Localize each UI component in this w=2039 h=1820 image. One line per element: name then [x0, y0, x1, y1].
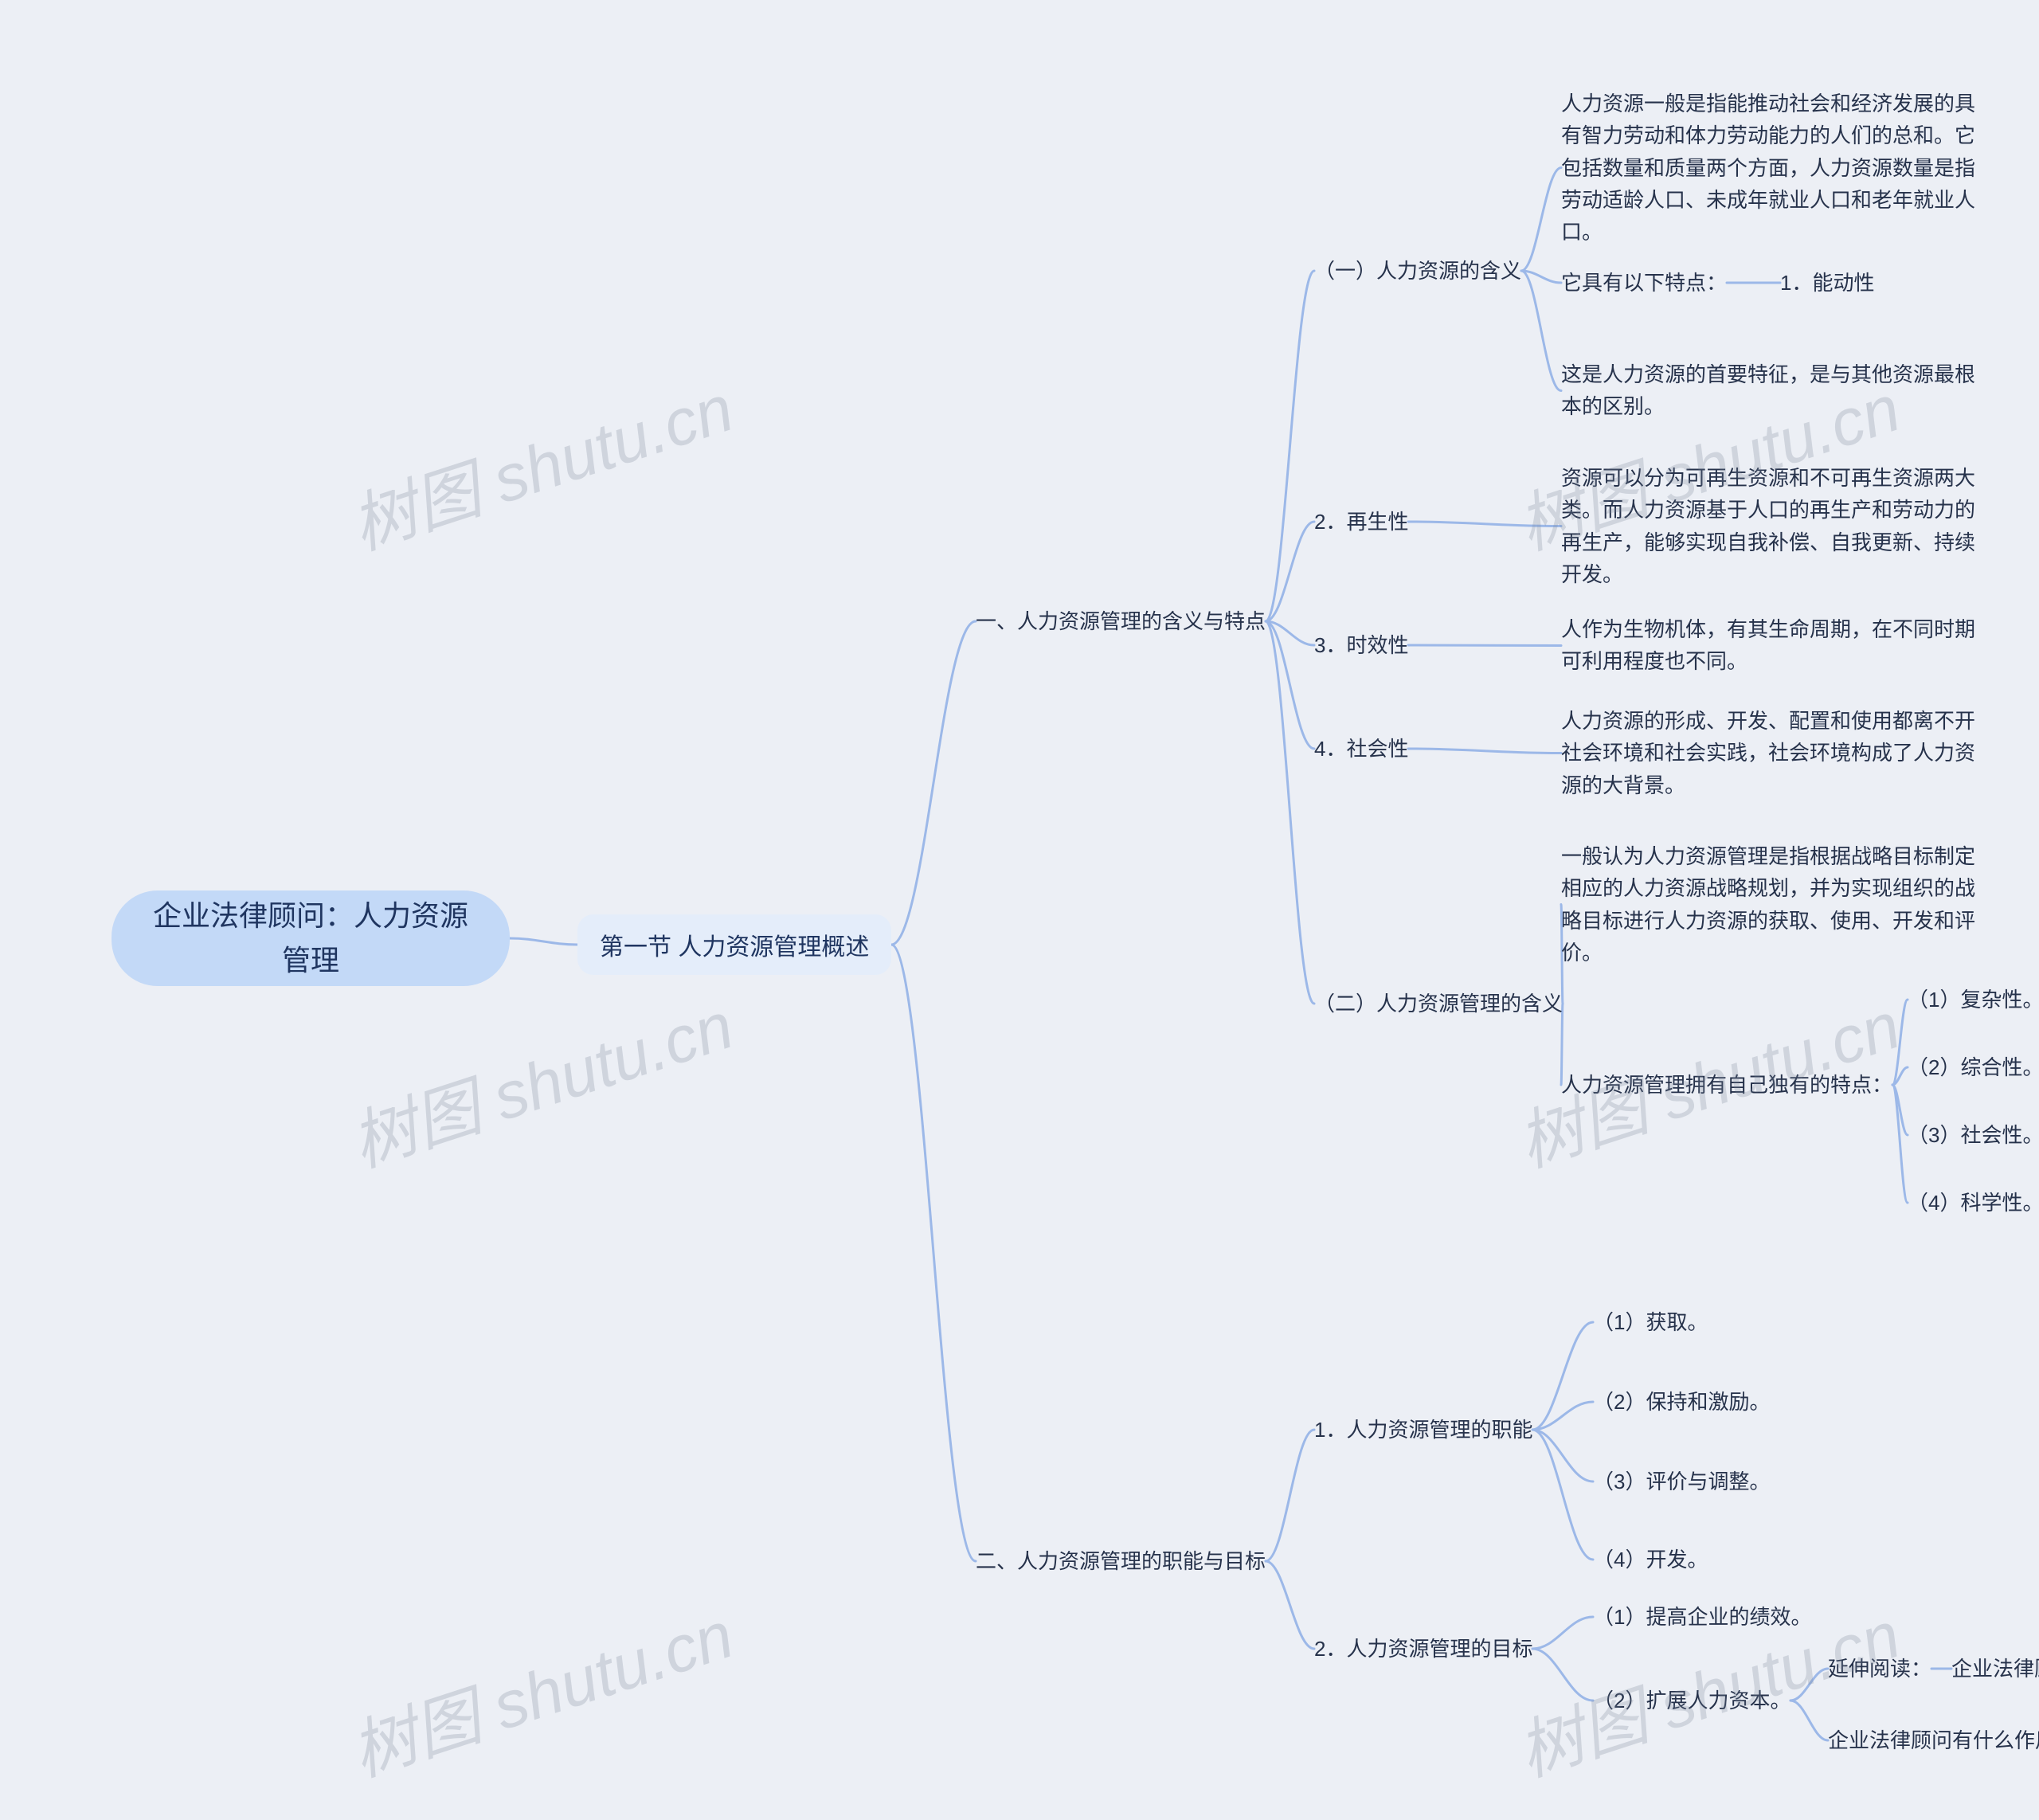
watermark: 树图 shutu.cn [338, 973, 743, 1185]
mindmap-node[interactable]: 一、人力资源管理的含义与特点 [976, 605, 1266, 637]
mindmap-node[interactable]: （4）科学性。 [1908, 1187, 2039, 1219]
mindmap-node[interactable]: 人作为生物机体，有其生命周期，在不同时期 可利用程度也不同。 [1561, 613, 1975, 678]
mindmap-node[interactable]: 它具有以下特点： [1561, 267, 1727, 299]
level1-node[interactable]: 第一节 人力资源管理概述 [577, 914, 891, 975]
root-node[interactable]: 企业法律顾问：人力资源 管理 [112, 890, 510, 986]
mindmap-node[interactable]: 企业法律顾问有什么作用？ [1828, 1724, 2039, 1756]
mindmap-node[interactable]: 一般认为人力资源管理是指根据战略目标制定 相应的人力资源战略规划，并为实现组织的… [1561, 840, 1975, 969]
mindmap-canvas: 企业法律顾问：人力资源 管理 第一节 人力资源管理概述 一、人力资源管理的含义与… [0, 0, 2039, 1820]
mindmap-node[interactable]: 2．再生性 [1314, 506, 1408, 538]
mindmap-node[interactable]: 延伸阅读： [1828, 1653, 1931, 1685]
mindmap-node[interactable]: （1）复杂性。 [1908, 984, 2039, 1016]
mindmap-node[interactable]: 人力资源管理拥有自己独有的特点： [1561, 1069, 1892, 1101]
mindmap-node[interactable]: 人力资源一般是指能推动社会和经济发展的具 有智力劳动和体力劳动能力的人们的总和。… [1561, 88, 1975, 248]
mindmap-node[interactable]: 1．能动性 [1780, 267, 1874, 299]
mindmap-node[interactable]: 企业法律顾问的种类 [1951, 1653, 2039, 1685]
mindmap-node[interactable]: （4）开发。 [1593, 1544, 1708, 1575]
mindmap-node[interactable]: 人力资源的形成、开发、配置和使用都离不开 社会环境和社会实践，社会环境构成了人力… [1561, 705, 1975, 801]
mindmap-node[interactable]: 4．社会性 [1314, 733, 1408, 765]
mindmap-node[interactable]: 资源可以分为可再生资源和不可再生资源两大 类。而人力资源基于人口的再生产和劳动力… [1561, 462, 1975, 590]
mindmap-node[interactable]: （一）人力资源的含义 [1314, 255, 1521, 287]
mindmap-node[interactable]: （2）保持和激励。 [1593, 1386, 1770, 1418]
mindmap-node[interactable]: （3）社会性。 [1908, 1119, 2039, 1151]
mindmap-node[interactable]: 2．人力资源管理的目标 [1314, 1633, 1532, 1665]
mindmap-node[interactable]: 1．人力资源管理的职能 [1314, 1414, 1532, 1446]
mindmap-node[interactable]: （2）扩展人力资本。 [1593, 1685, 1790, 1716]
watermark: 树图 shutu.cn [338, 1582, 743, 1795]
mindmap-node[interactable]: （2）综合性。 [1908, 1051, 2039, 1083]
mindmap-node[interactable]: 二、人力资源管理的职能与目标 [976, 1545, 1266, 1577]
mindmap-node[interactable]: （1）获取。 [1593, 1306, 1708, 1338]
mindmap-node[interactable]: （3）评价与调整。 [1593, 1466, 1770, 1497]
mindmap-node[interactable]: 这是人力资源的首要特征，是与其他资源最根 本的区别。 [1561, 358, 1975, 423]
watermark: 树图 shutu.cn [338, 355, 743, 568]
mindmap-node[interactable]: （1）提高企业的绩效。 [1593, 1601, 1811, 1633]
mindmap-node[interactable]: 3．时效性 [1314, 629, 1408, 661]
mindmap-node[interactable]: （二）人力资源管理的含义 [1314, 988, 1563, 1020]
